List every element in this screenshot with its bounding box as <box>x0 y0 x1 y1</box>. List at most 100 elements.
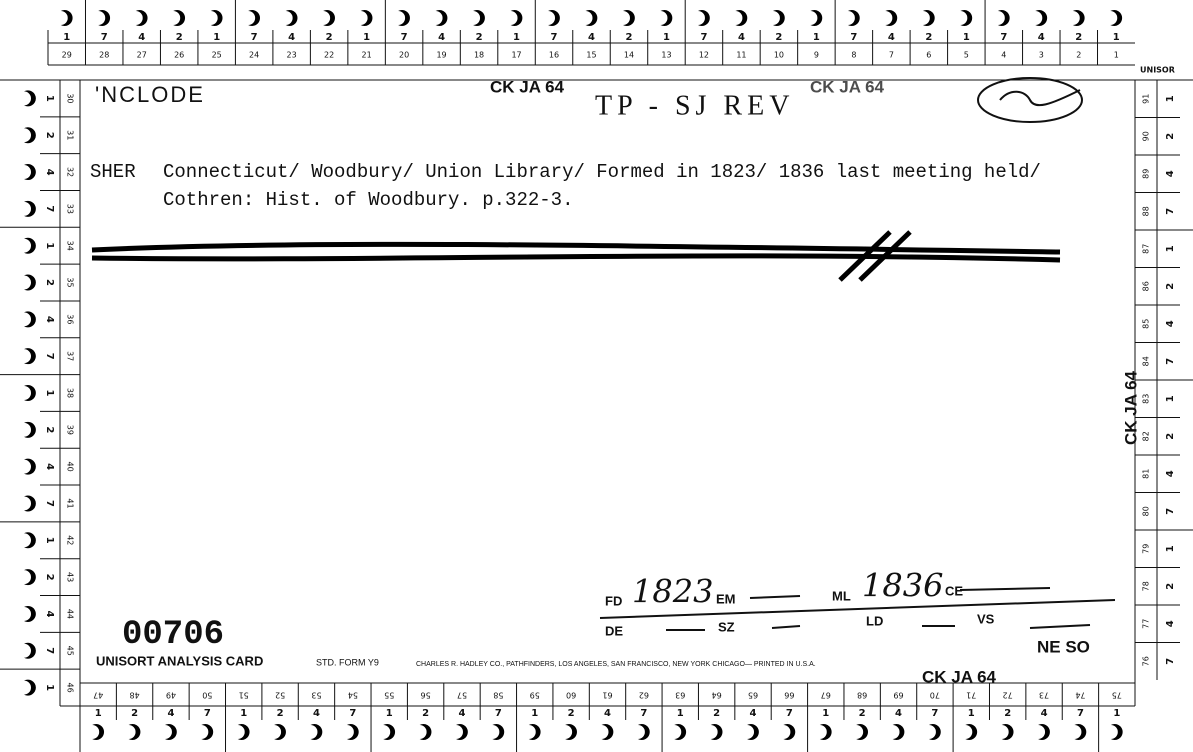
hole-shape <box>1110 724 1123 740</box>
cell-number: 35 <box>66 277 75 287</box>
field-label: EM <box>716 591 736 606</box>
punch-hole <box>1035 10 1048 26</box>
hole-shape <box>885 10 898 26</box>
punch-code: 1 <box>513 32 520 43</box>
hole-shape <box>492 724 505 740</box>
punch-code: 4 <box>44 169 55 176</box>
punch-code: 2 <box>277 708 284 719</box>
hole-shape <box>24 311 36 328</box>
cell-number: 28 <box>99 51 109 60</box>
field-label: ML <box>832 588 851 603</box>
hole-shape <box>960 10 973 26</box>
punch-hole <box>210 10 223 26</box>
punch-hole <box>1038 724 1050 740</box>
cell-number: 27 <box>137 51 147 60</box>
punch-code: 7 <box>1165 658 1176 665</box>
punch-code: 4 <box>1165 320 1176 327</box>
punch-code: 2 <box>44 279 55 286</box>
punch-code: 1 <box>1165 395 1176 402</box>
punch-code: 4 <box>44 463 55 470</box>
punch-hole <box>285 10 298 26</box>
punch-hole <box>24 532 36 549</box>
hole-shape <box>201 724 214 740</box>
punch-hole <box>928 724 941 740</box>
punch-code: 1 <box>44 684 55 691</box>
hole-shape <box>710 724 723 740</box>
punch-hole <box>383 724 396 740</box>
hole-shape <box>892 724 905 740</box>
field-label: LD <box>866 613 883 628</box>
punch-code: 2 <box>476 32 483 43</box>
punch-code: 4 <box>44 610 55 617</box>
punch-hole <box>24 421 36 438</box>
hole-shape <box>697 10 710 26</box>
punch-code: 7 <box>1165 508 1176 515</box>
punch-hole <box>237 724 250 740</box>
punch-code: 7 <box>700 32 707 43</box>
punch-code: 4 <box>738 32 745 43</box>
punch-hole <box>24 311 36 328</box>
cell-number: 60 <box>566 691 576 700</box>
punch-hole <box>98 10 111 26</box>
cell-number: 33 <box>66 204 75 214</box>
hole-shape <box>528 724 541 740</box>
field-lines <box>599 587 1116 631</box>
cell-number: 74 <box>1075 691 1085 700</box>
punch-code: 2 <box>568 708 575 719</box>
hole-shape <box>24 385 36 401</box>
cell-number: 38 <box>66 388 75 398</box>
cell-number: 18 <box>474 51 484 60</box>
hole-shape <box>455 724 468 740</box>
punch-code: 2 <box>44 574 55 581</box>
hole-shape <box>747 724 759 740</box>
cell-number: 86 <box>1142 281 1151 291</box>
punch-code: 4 <box>588 32 595 43</box>
cell-number: 20 <box>399 51 409 60</box>
cell-number: 19 <box>436 51 446 60</box>
cell-number: 6 <box>926 51 931 60</box>
punch-hole <box>960 10 973 26</box>
cell-number: 39 <box>66 425 75 435</box>
punch-code: 7 <box>401 32 408 43</box>
entry-line: Connecticut/ Woodbury/ Union Library/ Fo… <box>163 161 1041 183</box>
hole-shape <box>24 237 36 254</box>
cell-number: 82 <box>1142 431 1151 441</box>
punch-code: 7 <box>251 32 258 43</box>
punch-code: 2 <box>1004 708 1011 719</box>
cell-number: 25 <box>212 51 222 60</box>
cell-number: 26 <box>174 51 184 60</box>
cell-number: 85 <box>1142 319 1151 329</box>
punch-hole <box>24 127 36 144</box>
cell-number: 80 <box>1142 506 1151 516</box>
cell-number: 40 <box>66 462 75 472</box>
punch-code: 2 <box>775 32 782 43</box>
punch-hole <box>310 724 323 740</box>
hole-shape <box>24 495 36 512</box>
cell-number: 36 <box>66 314 75 324</box>
cell-number: 12 <box>699 51 709 60</box>
punch-code: 2 <box>1165 433 1176 440</box>
cell-number: 70 <box>930 691 940 700</box>
punch-code: 4 <box>138 32 145 43</box>
punch-hole <box>92 724 105 740</box>
punch-code: 2 <box>326 32 333 43</box>
cell-number: 89 <box>1142 169 1151 179</box>
cell-number: 83 <box>1142 394 1151 404</box>
hole-shape <box>24 274 36 291</box>
hole-shape <box>435 10 448 26</box>
punch-hole <box>360 10 373 26</box>
punch-code: 4 <box>604 708 611 719</box>
cell-number: 1 <box>1114 51 1119 60</box>
punch-code: 2 <box>44 132 55 139</box>
cell-number: 4 <box>1001 51 1006 60</box>
hole-shape <box>173 10 186 26</box>
field-value: 1823 <box>632 573 713 611</box>
punch-code: 7 <box>786 708 793 719</box>
hole-shape <box>922 10 935 26</box>
hole-shape <box>585 10 598 26</box>
punch-code: 1 <box>213 32 220 43</box>
frame <box>48 42 1158 707</box>
punch-hole <box>274 724 286 740</box>
hole-shape <box>274 724 286 740</box>
